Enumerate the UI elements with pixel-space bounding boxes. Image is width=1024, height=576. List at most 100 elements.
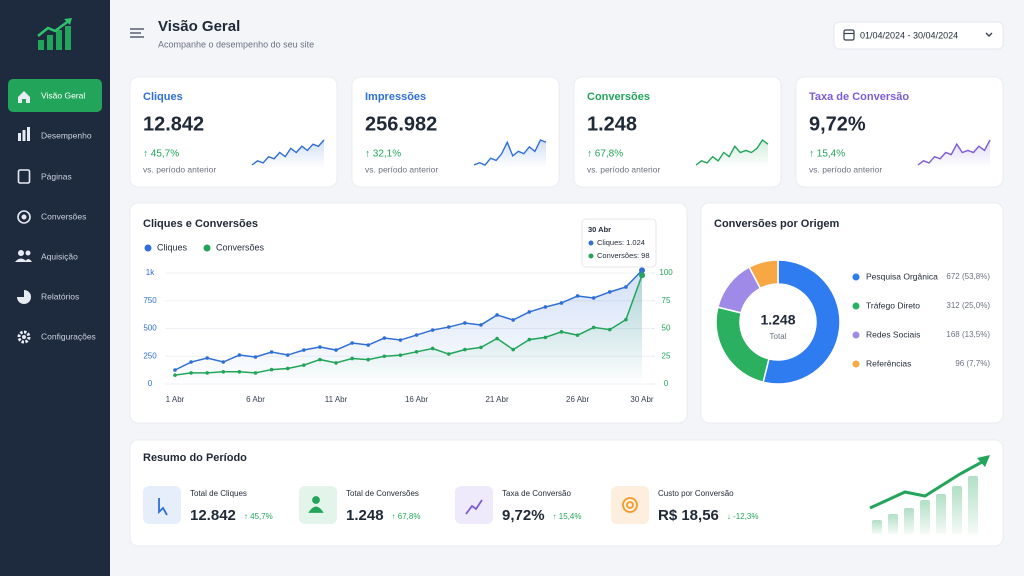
data-point [253, 355, 258, 359]
summary-change: ↑ 45,7% [244, 512, 273, 521]
data-point [221, 360, 226, 364]
menu-icons [15, 91, 32, 344]
kpi-change: ↑ 45,7% [143, 149, 179, 160]
date-range[interactable]: 01/04/2024 - 30/04/2024 [860, 30, 958, 40]
data-point [511, 347, 515, 352]
chart-title: Conversões por Origem [714, 218, 840, 230]
date-picker[interactable] [833, 21, 1004, 50]
kpi-title: Cliques [143, 91, 183, 103]
summary-icon-box [611, 486, 649, 524]
data-point [575, 294, 580, 298]
sparkline [251, 139, 325, 166]
logo [37, 18, 72, 50]
menu-toggle[interactable] [130, 28, 144, 38]
kpi-value: 256.982 [365, 113, 437, 135]
data-point [237, 369, 242, 374]
growth-illustration [869, 455, 990, 534]
x-tick-label: 11 Abr [325, 395, 348, 404]
data-point [302, 348, 306, 352]
menu-item[interactable]: Desempenho [41, 130, 92, 140]
data-point [543, 305, 548, 309]
x-tick-label: 21 Abr [485, 395, 508, 404]
sparkline-area [696, 140, 768, 168]
data-point [269, 367, 274, 372]
kpi-note: vs. período anterior [809, 164, 882, 174]
data-point [414, 350, 419, 354]
series-line [174, 274, 643, 376]
data-point [559, 330, 564, 334]
data-point [205, 356, 210, 360]
data-point [350, 356, 354, 361]
summary-label: Taxa de Conversão [502, 489, 571, 498]
sparkline-area [474, 140, 546, 168]
legend-label: Cliques [157, 242, 188, 252]
legend-value: 168 (13,5%) [946, 330, 990, 339]
y-tick-label: 0 [148, 379, 153, 388]
tooltip-title: 30 Abr [588, 225, 611, 234]
menu-item[interactable]: Aquisição [41, 251, 78, 261]
y2-tick-label: 0 [664, 379, 669, 388]
kpi-note: vs. período anterior [365, 164, 438, 174]
menu-item[interactable]: Páginas [41, 171, 72, 181]
data-point [189, 371, 193, 375]
data-point [189, 360, 193, 364]
data-point [479, 345, 483, 350]
sparkline-area [252, 140, 324, 168]
data-point [575, 333, 580, 337]
data-point [607, 290, 612, 294]
summary-label: Custo por Conversão [658, 489, 734, 498]
sparkline [695, 138, 769, 166]
legend-label: Tráfego Direto [866, 300, 920, 310]
tooltip-swatch [588, 240, 594, 246]
data-point [237, 353, 242, 357]
series-area [175, 275, 642, 384]
summary-change: ↓ -12,3% [727, 512, 759, 521]
kpi-note: vs. período anterior [143, 164, 216, 174]
menu-active-bg[interactable] [8, 79, 102, 112]
data-point [398, 353, 403, 357]
donut-segment [762, 259, 841, 385]
data-point [302, 363, 306, 367]
data-point [639, 267, 645, 274]
summary-value: R$ 18,56 [658, 507, 719, 524]
icon-shape [465, 499, 483, 515]
menu-item[interactable]: Relatórios [41, 291, 79, 301]
y2-tick-label: 75 [662, 296, 671, 305]
data-point [639, 272, 645, 279]
data-point [430, 346, 435, 351]
data-point [173, 368, 177, 372]
page-subtitle: Acompanhe o desempenho do seu site [158, 39, 314, 49]
x-tick-label: 30 Abr [630, 395, 653, 404]
summary-label: Total de Conversões [346, 489, 419, 498]
data-point [414, 333, 419, 337]
icon-shape [158, 498, 168, 516]
summary-icon [622, 497, 638, 513]
summary-icon [308, 496, 324, 513]
legend-value: 312 (25,0%) [946, 301, 990, 310]
kpi-title: Conversões [587, 91, 650, 103]
series-line [174, 269, 643, 371]
data-point [285, 353, 290, 357]
data-point [366, 343, 371, 347]
page-title: Visão Geral [158, 18, 240, 35]
cards [129, 76, 1004, 547]
kpi-note: vs. período anterior [587, 164, 660, 174]
data-point [446, 325, 451, 329]
data-point [511, 318, 515, 322]
data-point [591, 325, 596, 330]
legend-label: Redes Sociais [866, 329, 920, 339]
data-point [495, 313, 499, 317]
data-point [446, 352, 451, 356]
y2-tick-label: 100 [659, 268, 673, 277]
kpi-change: ↑ 67,8% [587, 149, 623, 160]
data-point [559, 301, 564, 305]
icon-shape [308, 506, 324, 513]
menu-item[interactable]: Conversões [41, 211, 86, 221]
tooltip-item: Conversões: 98 [597, 251, 650, 260]
data-point [398, 338, 403, 342]
menu-item[interactable]: Configurações [41, 331, 96, 341]
menu-item[interactable]: Visão Geral [41, 90, 85, 100]
data-point [495, 336, 499, 341]
kpi-value: 9,72% [809, 113, 866, 135]
legend-swatch [852, 360, 860, 368]
